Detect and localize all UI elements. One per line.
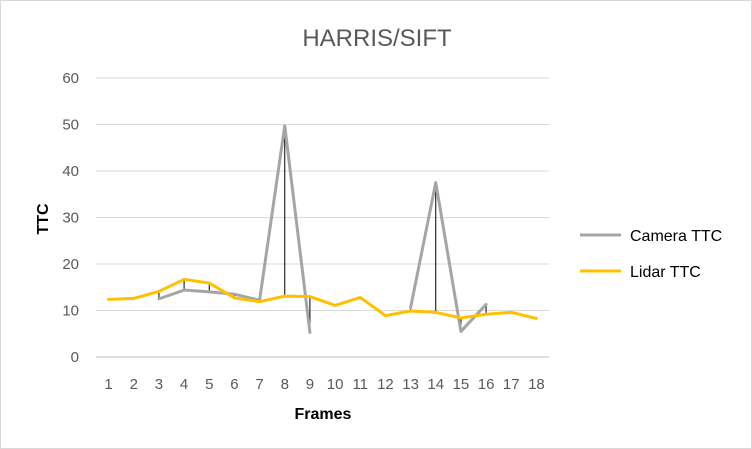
y-tick-label: 30 <box>62 210 79 227</box>
y-tick-label: 50 <box>62 117 79 134</box>
x-tick-label: 9 <box>306 376 314 393</box>
x-tick-label: 17 <box>503 376 520 393</box>
x-tick-label: 6 <box>230 376 238 393</box>
x-tick-label: 3 <box>155 376 163 393</box>
x-tick-label: 12 <box>377 376 394 393</box>
x-tick-label: 13 <box>402 376 419 393</box>
x-tick-label: 16 <box>478 376 495 393</box>
y-tick-label: 40 <box>62 163 79 180</box>
x-tick-label: 18 <box>528 376 545 393</box>
legend-label: Lidar TTC <box>630 264 701 281</box>
y-tick-label: 0 <box>71 349 79 366</box>
gridlines <box>96 77 549 358</box>
x-tick-label: 7 <box>255 376 263 393</box>
x-tick-label: 5 <box>205 376 213 393</box>
x-axis-label: Frames <box>295 406 352 423</box>
legend: Camera TTC Lidar TTC <box>580 228 722 281</box>
x-tick-labels: 1 2 3 4 5 6 7 8 9 10 11 12 13 14 15 16 17 18 <box>104 376 544 393</box>
series-line-lidar <box>107 277 538 320</box>
y-tick-label: 60 <box>62 70 79 87</box>
x-tick-label: 8 <box>281 376 289 393</box>
y-tick-label: 10 <box>62 303 79 320</box>
x-tick-label: 14 <box>427 376 444 393</box>
legend-label: Camera TTC <box>630 228 722 245</box>
x-tick-label: 2 <box>130 376 138 393</box>
chart-title: HARRIS/SIFT <box>302 25 452 52</box>
x-tick-label: 10 <box>327 376 344 393</box>
x-tick-label: 1 <box>104 376 112 393</box>
series-lines <box>107 124 538 334</box>
x-tick-label: 4 <box>180 376 188 393</box>
x-tick-label: 15 <box>453 376 470 393</box>
y-tick-label: 20 <box>62 256 79 273</box>
series-line-camera <box>157 124 312 334</box>
x-tick-label: 11 <box>352 376 368 393</box>
series-line-camera <box>409 181 488 333</box>
y-axis-label: TTC <box>35 203 52 235</box>
y-tick-labels: 0 10 20 30 40 50 60 <box>62 70 79 366</box>
